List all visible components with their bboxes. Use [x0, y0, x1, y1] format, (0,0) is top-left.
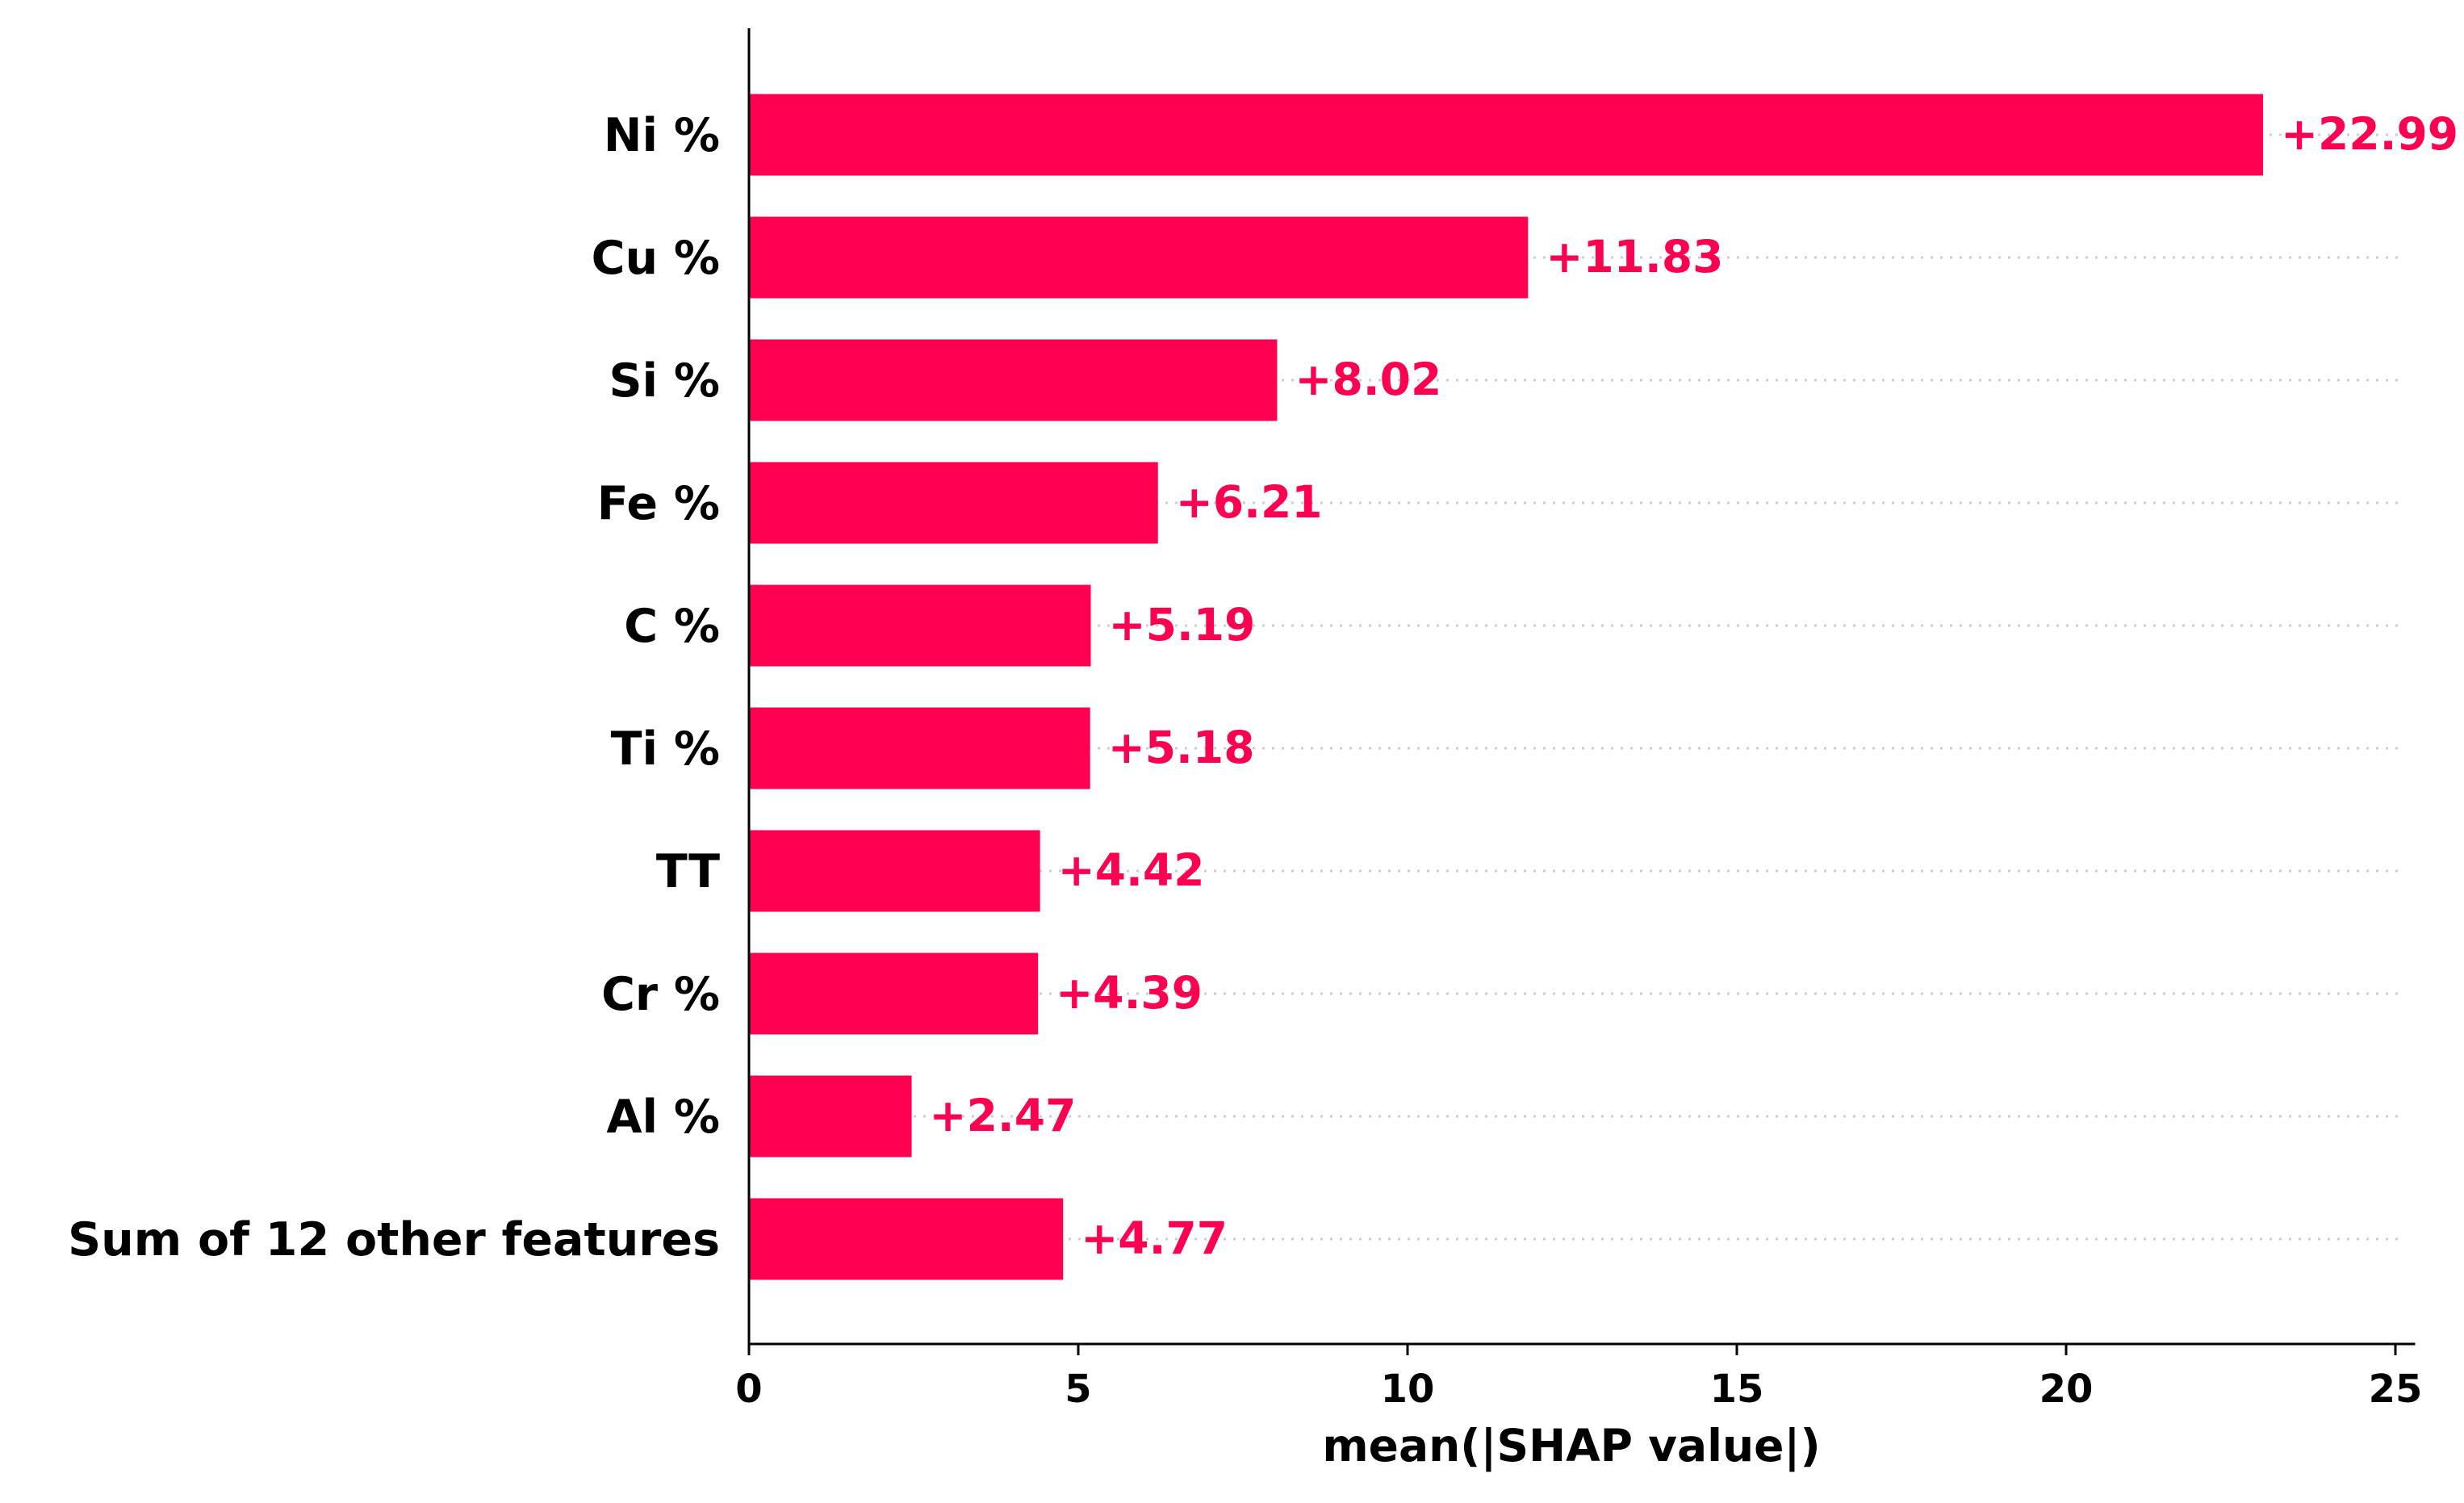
bar: [749, 339, 1278, 421]
bars: [749, 94, 2263, 1280]
category-label: Cr %: [601, 968, 720, 1021]
value-label: +5.18: [1108, 722, 1255, 773]
category-label: Al %: [606, 1091, 720, 1144]
x-tick-label: 10: [1381, 1367, 1435, 1412]
bar: [749, 707, 1090, 789]
x-tick-label: 15: [1710, 1367, 1764, 1412]
x-tick-label: 20: [2039, 1367, 2094, 1412]
bar: [749, 584, 1091, 667]
bar: [749, 952, 1039, 1035]
bar: [749, 830, 1040, 912]
value-label: +2.47: [930, 1090, 1077, 1141]
x-tick-label: 5: [1065, 1367, 1091, 1412]
category-labels: Ni % Cu % Si % Fe % C % Ti % TT Cr % Al % Sum of …: [68, 109, 720, 1266]
bar: [749, 462, 1158, 544]
x-axis-title: mean(|SHAP value|): [1322, 1420, 1820, 1472]
x-tick-label: 0: [735, 1367, 762, 1412]
category-label: Ni %: [604, 109, 720, 162]
x-tick-label: 25: [2369, 1367, 2423, 1412]
value-label: +5.19: [1109, 599, 1256, 651]
category-label: Ti %: [611, 722, 720, 776]
axes: 0 5 10 15 20 25: [735, 28, 2422, 1412]
bar: [749, 1198, 1064, 1280]
grid-lines: [749, 133, 2401, 1241]
bar: [749, 216, 1529, 299]
value-label: +4.42: [1058, 844, 1205, 896]
category-label: Fe %: [597, 477, 720, 530]
value-label: +8.02: [1295, 354, 1441, 405]
value-label: +11.83: [1546, 231, 1723, 283]
category-label: C %: [624, 600, 720, 653]
category-label: TT: [656, 845, 720, 898]
category-label: Sum of 12 other features: [68, 1213, 720, 1266]
category-label: Cu %: [592, 232, 720, 285]
bar: [749, 1075, 912, 1158]
value-labels: +22.99 +11.83 +8.02 +6.21 +5.19 +5.18 +4.42 +4.…: [930, 108, 2458, 1264]
category-label: Si %: [609, 354, 720, 408]
value-label: +6.21: [1176, 476, 1323, 528]
bar: [749, 94, 2263, 176]
value-label: +4.77: [1081, 1212, 1228, 1264]
value-label: +4.39: [1056, 967, 1203, 1019]
value-label: +22.99: [2281, 108, 2458, 160]
